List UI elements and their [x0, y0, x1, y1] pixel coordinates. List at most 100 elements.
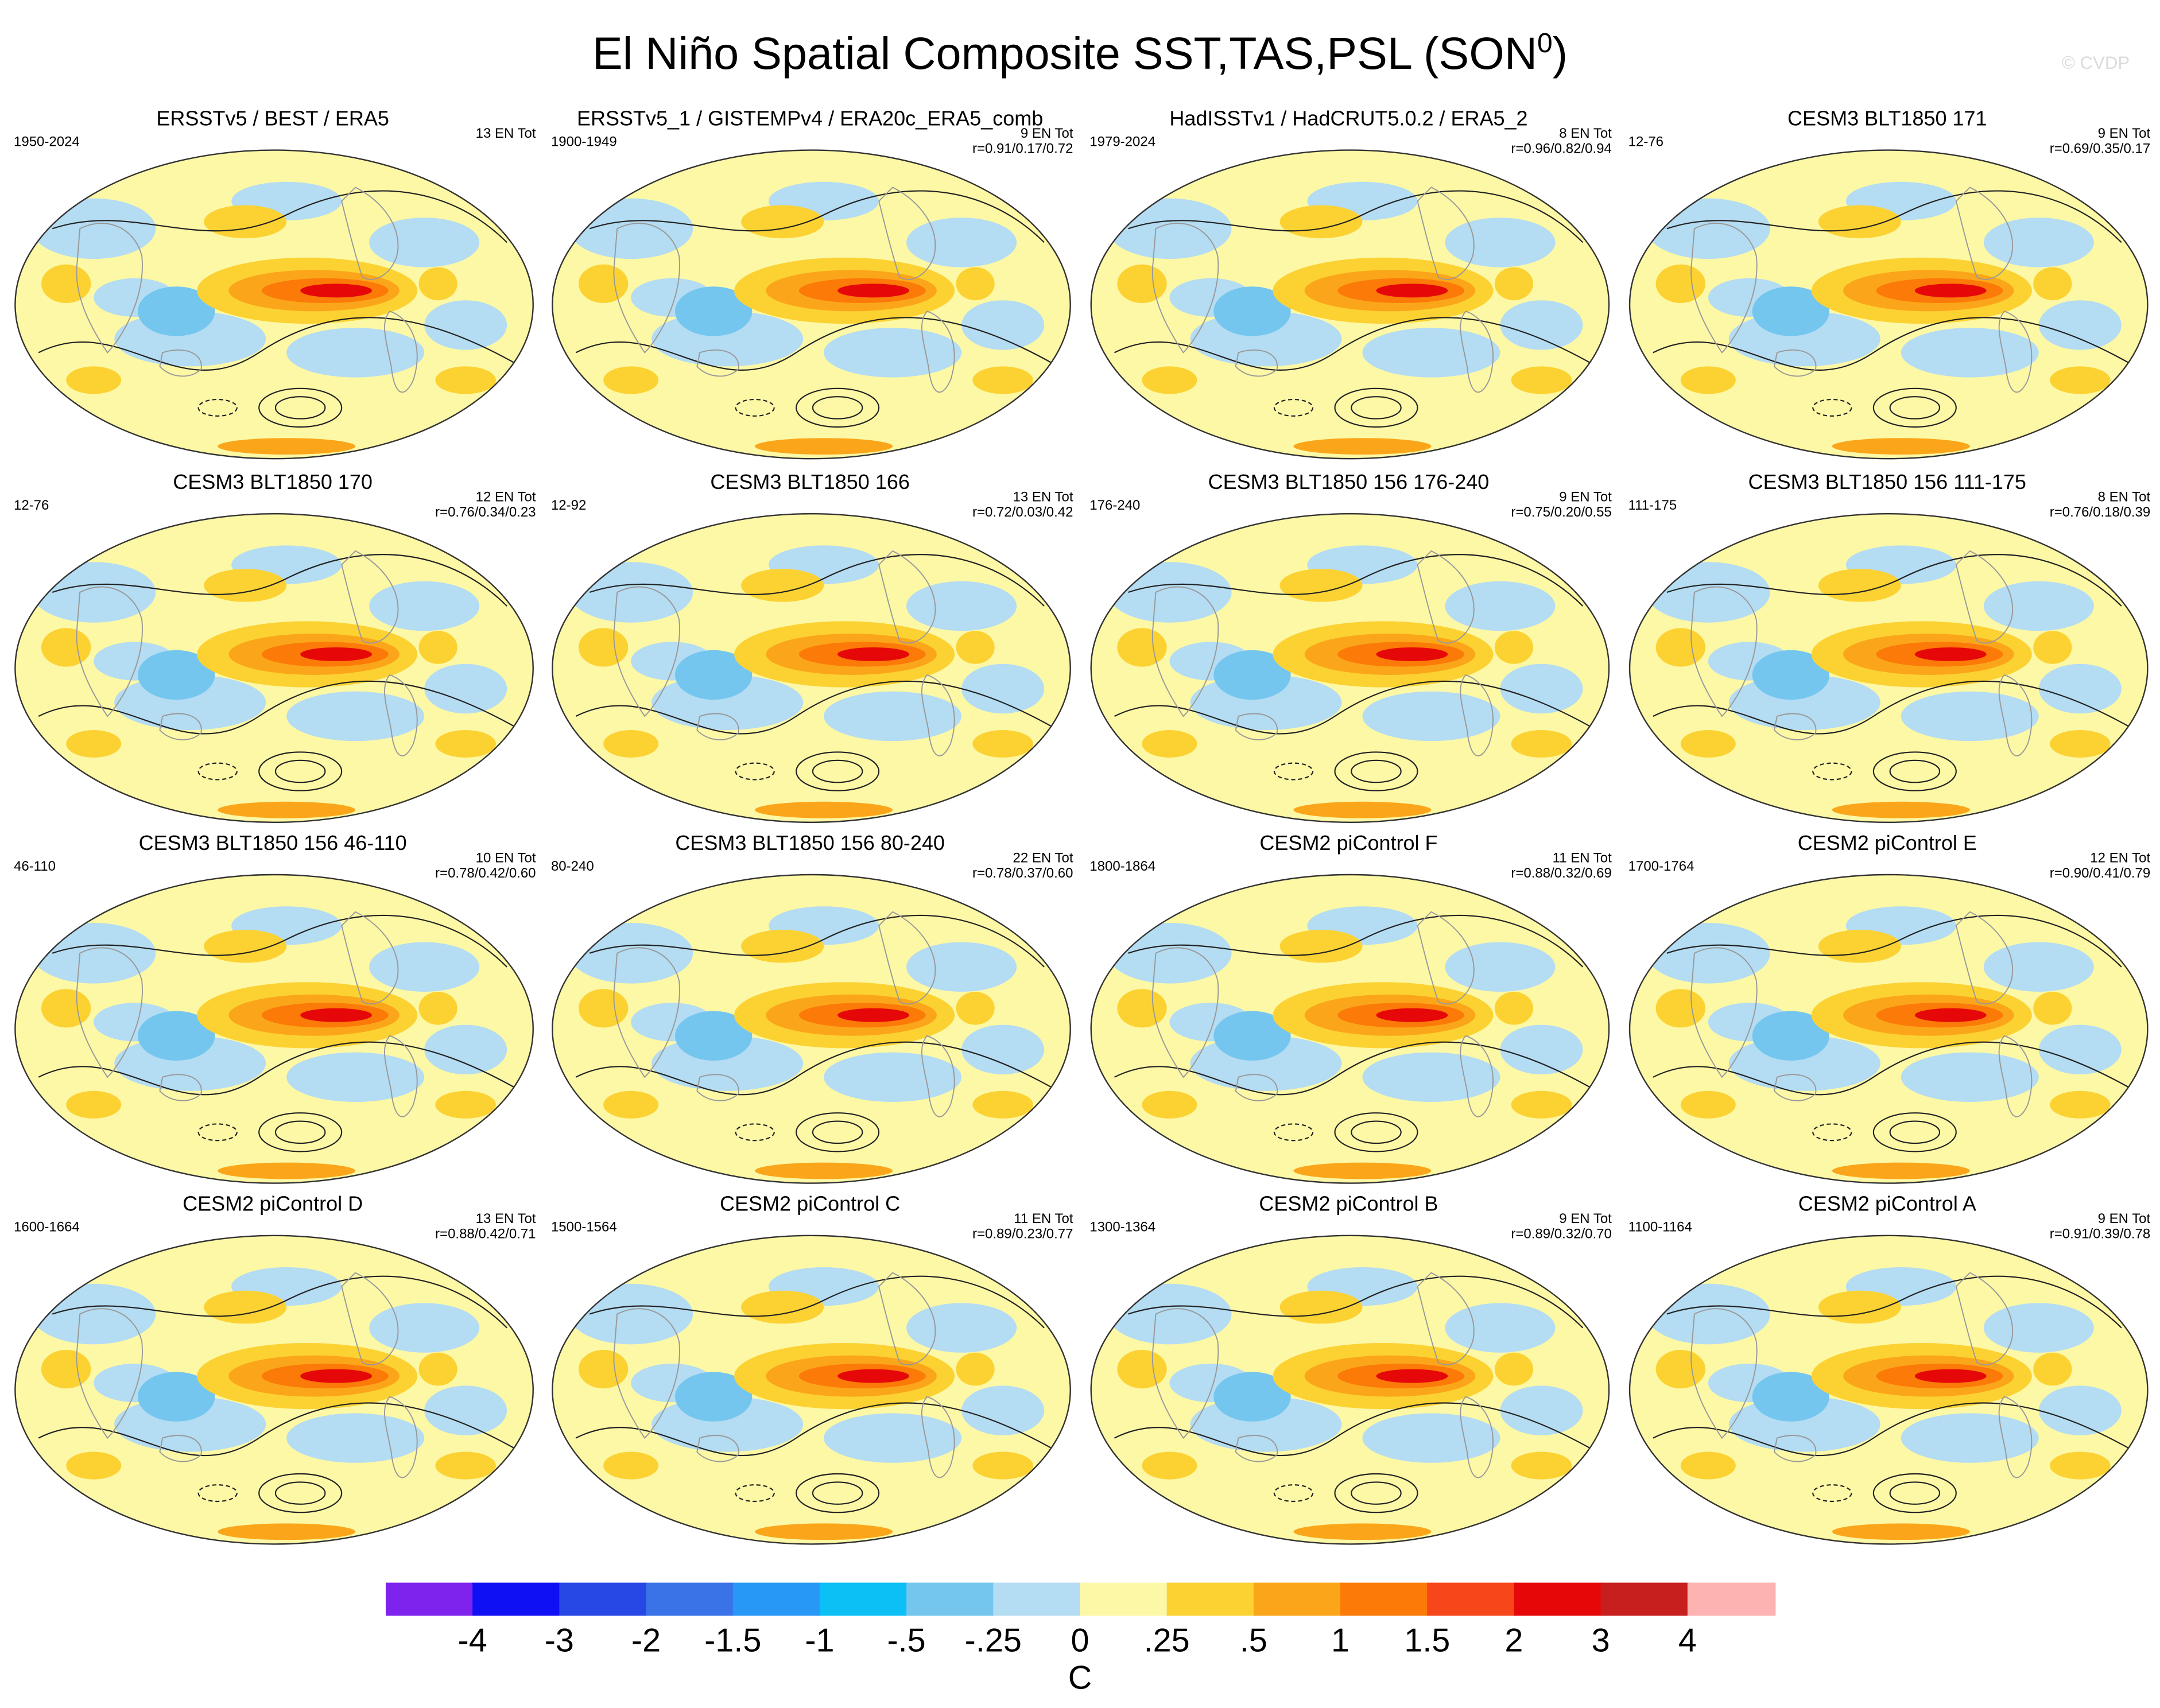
coastline: [1998, 1035, 2033, 1117]
colorbar-swatch: [1427, 1582, 1515, 1616]
warm-anomaly: [741, 930, 824, 963]
cool-anomaly: [1752, 1372, 1830, 1422]
warm-anomaly: [1818, 930, 1901, 963]
warm-anomaly: [204, 1290, 287, 1324]
warm-anomaly: [41, 1350, 91, 1389]
cool-anomaly: [369, 1303, 480, 1353]
coastline: [159, 349, 202, 377]
map-border: [552, 149, 1071, 460]
psl-contour: [1128, 1275, 1584, 1329]
warm-anomaly: [2050, 730, 2111, 758]
cool-anomaly: [906, 1303, 1017, 1353]
cool-anomaly: [286, 328, 425, 378]
psl-contour: [38, 680, 521, 735]
map-panel: CESM3 BLT1850 171 12-76 9 EN Tot r=0.69/0.3…: [1619, 104, 2156, 465]
cool-anomaly: [569, 923, 693, 984]
cool-anomaly: [569, 1283, 693, 1345]
panel-title: CESM2 piControl D: [183, 1193, 363, 1217]
psl-contour: [38, 1041, 521, 1096]
colorbar: [385, 1582, 1775, 1616]
map-panel: CESM2 piControl D 1600-1664 13 EN Tot r=0.8…: [4, 1190, 541, 1551]
warm-anomaly: [1511, 730, 1572, 758]
warm-anomaly: [1293, 801, 1432, 818]
map-panel: CESM3 BLT1850 156 46-110 46-110 10 EN Tot r…: [4, 829, 541, 1190]
warm-anomaly: [741, 1290, 824, 1324]
warm-anomaly: [2033, 1352, 2072, 1386]
psl-contour: [274, 396, 326, 420]
warm-anomaly: [1914, 1008, 1987, 1022]
warm-anomaly: [1832, 801, 1970, 818]
psl-negative-contour: [197, 1484, 238, 1503]
warm-anomaly: [418, 631, 457, 664]
panel-title: CESM3 BLT1850 156 111-175: [1748, 471, 2026, 495]
cool-anomaly: [1362, 691, 1500, 742]
cool-anomaly: [1445, 218, 1556, 267]
psl-contour: [1351, 1481, 1402, 1505]
map-panel: CESM3 BLT1850 166 12-92 13 EN Tot r=0.72/0.…: [541, 468, 1079, 829]
warm-anomaly: [66, 1090, 122, 1119]
psl-contour: [1114, 680, 1597, 735]
cool-anomaly: [369, 581, 480, 631]
panel-correlation: r=0.89/0.23/0.77: [972, 1227, 1073, 1243]
psl-contour: [812, 396, 863, 420]
panel-correlation: r=0.89/0.32/0.70: [1511, 1227, 1612, 1243]
panel-correlation: r=0.96/0.82/0.94: [1511, 142, 1612, 157]
cool-anomaly: [424, 663, 507, 714]
psl-contour: [1351, 759, 1402, 783]
psl-contour: [1666, 554, 2122, 607]
map-border: [1628, 874, 2149, 1184]
psl-negative-contour: [1812, 1484, 1852, 1503]
panel-years: 1950-2024: [13, 135, 80, 150]
panel-title: CESM3 BLT1850 171: [1787, 107, 1987, 131]
coastline: [613, 586, 680, 717]
composite-map: [1090, 1235, 1610, 1545]
colorbar-tick-labels: -4 -3 -2 -1.5 -1 -.5 -.25 0 .25 .5 1 1.5 2 3 4: [0, 1620, 2160, 1667]
map-border: [14, 149, 534, 460]
panel-years: 176-240: [1089, 498, 1141, 514]
warm-anomaly: [1117, 264, 1167, 303]
cool-anomaly: [1107, 923, 1232, 984]
colorbar-swatch: [1253, 1582, 1341, 1616]
psl-negative-contour: [735, 1123, 775, 1142]
warm-anomaly: [1655, 1350, 1706, 1389]
panel-correlation: r=0.88/0.42/0.71: [435, 1227, 536, 1243]
warm-anomaly: [1680, 1451, 1736, 1480]
coastline: [1690, 1308, 1758, 1439]
warm-anomaly: [1832, 438, 1970, 455]
psl-contour: [1114, 1402, 1597, 1457]
warm-anomaly: [218, 1523, 356, 1540]
warm-anomaly: [741, 569, 824, 602]
psl-negative-contour: [735, 398, 775, 417]
warm-anomaly: [418, 267, 457, 301]
coastline: [696, 1435, 739, 1462]
coastline: [1690, 947, 1758, 1078]
map-panel: HadISSTv1 / HadCRUT5.0.2 / ERA5_2 1979-20…: [1080, 104, 1618, 465]
warm-anomaly: [1376, 647, 1448, 661]
cool-anomaly: [1445, 581, 1556, 631]
map-border: [14, 874, 534, 1184]
colorbar-swatch: [385, 1582, 474, 1616]
cool-anomaly: [1901, 1052, 2039, 1103]
warm-anomaly: [1293, 1162, 1432, 1179]
cool-anomaly: [824, 1052, 962, 1103]
colorbar-tick-label: 1.5: [1404, 1622, 1451, 1660]
cool-anomaly: [1646, 562, 1770, 623]
warm-anomaly: [1818, 205, 1901, 239]
cool-anomaly: [1213, 1011, 1291, 1061]
map-border: [14, 513, 534, 824]
panel-event-info: 8 EN Tot r=0.96/0.82/0.94: [1511, 127, 1611, 157]
composite-map: [1628, 149, 2149, 460]
cool-anomaly: [137, 1372, 215, 1422]
coastline: [613, 947, 680, 1078]
cool-anomaly: [286, 691, 425, 742]
coastline: [878, 550, 936, 644]
psl-negative-contour: [735, 762, 775, 781]
coastline: [384, 1396, 418, 1478]
warm-anomaly: [837, 647, 909, 661]
coastline: [1235, 1074, 1278, 1101]
warm-anomaly: [1680, 1090, 1736, 1119]
map-panel: CESM2 piControl E 1700-1764 12 EN Tot r=0.9…: [1619, 829, 2156, 1190]
warm-anomaly: [41, 989, 91, 1028]
colorbar-tick-label: .25: [1143, 1622, 1190, 1660]
